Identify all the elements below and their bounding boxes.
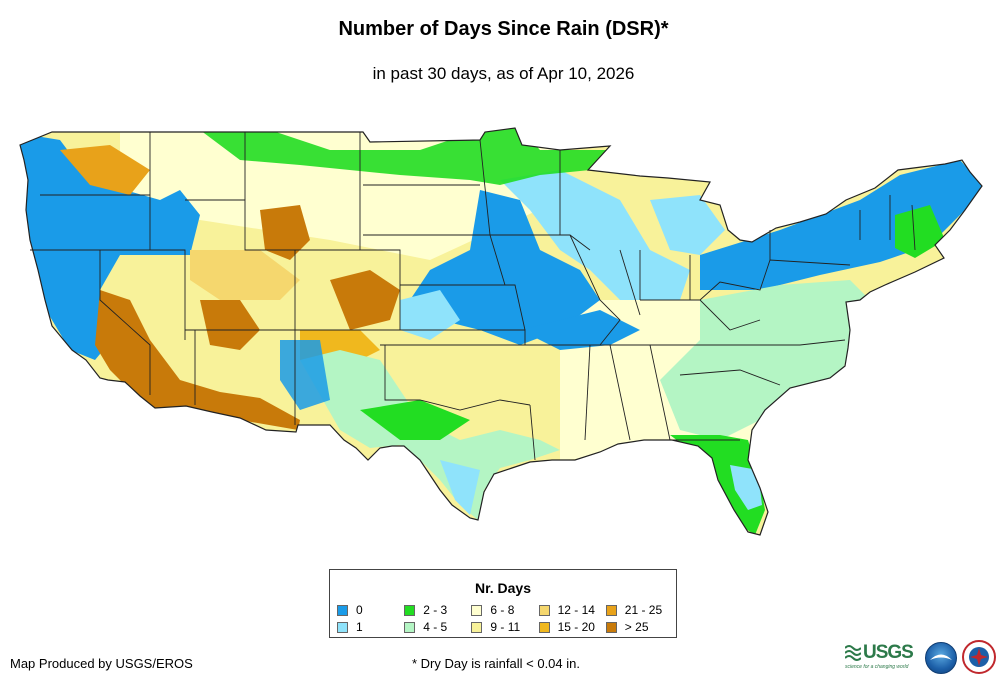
legend-item: 9 - 11 — [471, 620, 538, 634]
dsr-zone-0-newmexico — [280, 340, 330, 410]
usgs-wave-icon — [845, 645, 861, 661]
legend-item: 12 - 14 — [538, 603, 606, 617]
credit-text: Map Produced by USGS/EROS — [10, 656, 193, 671]
legend-item: 4 - 5 — [404, 620, 471, 634]
legend-label: > 25 — [624, 620, 649, 634]
legend-item: 0 — [337, 603, 404, 617]
dsr-zone-1-florida — [730, 465, 762, 510]
legend-swatch — [404, 604, 416, 616]
noaa-logo-icon — [925, 642, 957, 674]
dsr-zone-21-25-northwest — [60, 145, 150, 195]
legend-swatch — [538, 621, 550, 633]
usgs-tagline: science for a changing world — [845, 664, 909, 670]
dsr-zone-0-ozark — [520, 310, 640, 350]
dsr-zone-0-plains — [410, 190, 600, 345]
legend-item: > 25 — [605, 620, 673, 634]
legend-swatch — [337, 621, 348, 633]
legend-item: 2 - 3 — [404, 603, 471, 617]
dsr-zone-gt25-southwest — [95, 290, 300, 430]
dsr-zone-1-gulfcoast — [440, 460, 480, 515]
nws-logo-icon — [962, 640, 996, 674]
legend-swatch — [605, 604, 617, 616]
dsr-zone-1-midwest — [500, 170, 690, 300]
usgs-logo: USGS science for a changing world — [845, 642, 917, 670]
legend-swatch — [337, 604, 348, 616]
legend-label: 21 - 25 — [624, 603, 663, 617]
map-title: Number of Days Since Rain (DSR)* — [338, 18, 669, 40]
legend-label: 4 - 5 — [423, 620, 448, 634]
legend-label: 0 — [356, 603, 363, 617]
map-subtitle: in past 30 days, as of Apr 10, 2026 — [372, 64, 635, 83]
dsr-zone-2-3-north — [200, 128, 610, 185]
legend-box: Nr. Days 0 2 - 3 6 - 8 12 - 14 21 - 25 1… — [329, 569, 677, 638]
legend-item: 1 — [337, 620, 404, 634]
legend-title: Nr. Days — [474, 580, 532, 596]
legend-item: 21 - 25 — [605, 603, 673, 617]
legend-label: 9 - 11 — [490, 620, 521, 634]
dsr-zone-1-michigan — [650, 195, 725, 255]
legend-item: 6 - 8 — [471, 603, 538, 617]
legend-item: 15 - 20 — [538, 620, 606, 634]
dsr-zone-4-5-midatlantic — [660, 280, 870, 440]
dsr-zone-1-kansas — [400, 290, 460, 340]
legend-swatch — [471, 604, 483, 616]
usgs-wordmark: USGS — [863, 642, 914, 663]
noaa-bird-icon — [930, 654, 952, 660]
dsr-zone-gt25-utah — [200, 300, 260, 350]
dsr-zone-0-west — [20, 130, 200, 360]
dsr-zone-gt25-wyoming — [260, 205, 310, 260]
legend-swatch — [538, 604, 550, 616]
dsr-zone-0-northeast — [700, 160, 982, 290]
legend-swatch — [404, 621, 416, 633]
legend-label: 6 - 8 — [490, 603, 515, 617]
dry-day-note: * Dry Day is rainfall < 0.04 in. — [412, 656, 580, 671]
dsr-zone-2-3-newengland — [895, 205, 945, 258]
legend-swatch — [471, 621, 483, 633]
legend-swatch — [605, 621, 617, 633]
dsr-zone-2-3-florida — [670, 435, 765, 535]
legend-label: 2 - 3 — [423, 603, 448, 617]
legend-label: 1 — [356, 620, 363, 634]
state-boundaries — [19, 127, 983, 536]
dsr-zone-12-14-greatbasin — [190, 250, 300, 300]
legend-label: 15 - 20 — [557, 620, 595, 634]
dsr-zone-gt25-colorado — [330, 270, 400, 330]
legend-label: 12 - 14 — [557, 603, 595, 617]
legend-grid: 0 2 - 3 6 - 8 12 - 14 21 - 25 1 4 - 5 9 … — [337, 603, 673, 634]
dsr-zone-2-3-texas — [360, 400, 470, 440]
